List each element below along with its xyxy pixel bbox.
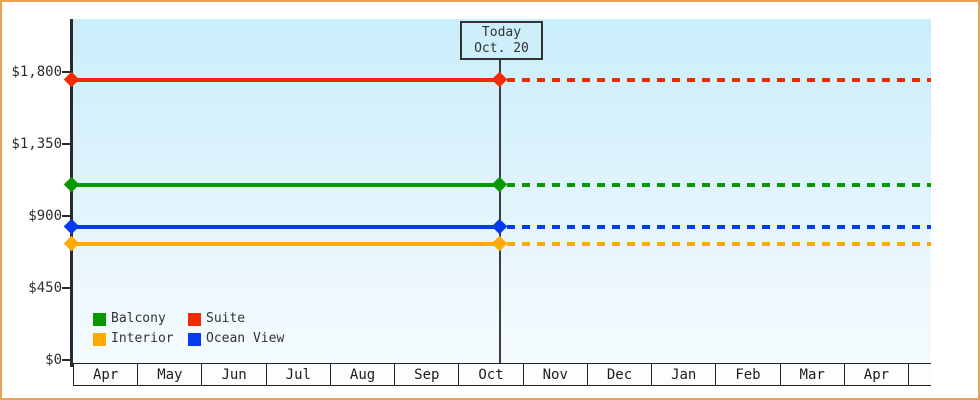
today-vertical-line xyxy=(499,60,501,363)
balcony-price-line-projected xyxy=(507,183,931,187)
suite-price-line-projected xyxy=(507,78,931,82)
y-axis-tick-mark xyxy=(62,287,72,289)
ocean-view-price-line-solid xyxy=(73,225,500,229)
y-axis-tick-mark xyxy=(62,71,72,73)
month-band-filler xyxy=(908,364,931,385)
interior-price-line-projected xyxy=(507,242,931,246)
y-axis-tick-label: $450 xyxy=(28,280,62,296)
legend-label-suite: Suite xyxy=(206,311,246,326)
legend-label-balcony: Balcony xyxy=(111,311,166,326)
today-label: Today xyxy=(481,24,522,40)
legend-item-interior: Interior xyxy=(93,332,174,346)
month-cell: Apr xyxy=(843,364,908,385)
balcony-swatch-icon xyxy=(93,312,106,326)
legend-label-interior: Interior xyxy=(111,331,174,346)
interior-swatch-icon xyxy=(93,332,106,346)
month-cell: Aug xyxy=(329,364,394,385)
month-cell: Dec xyxy=(586,364,651,385)
x-axis-month-band: Apr May Jun Jul Aug Sep Oct Nov Dec Jan … xyxy=(73,363,931,386)
today-date-label: Oct. 20 xyxy=(474,40,529,56)
month-cell: Oct xyxy=(458,364,522,385)
month-cell: Apr xyxy=(73,364,137,385)
y-axis-tick-label: $900 xyxy=(28,208,62,224)
legend-item-ocean-view: Ocean View xyxy=(188,332,284,346)
y-axis-tick-label: $1,350 xyxy=(11,136,62,152)
legend-item-suite: Suite xyxy=(188,312,245,326)
today-label-box: Today Oct. 20 xyxy=(460,21,543,60)
month-cell: Nov xyxy=(522,364,587,385)
month-cell: Jul xyxy=(265,364,330,385)
y-axis-tick-label: $0 xyxy=(45,352,62,368)
ocean-view-swatch-icon xyxy=(188,332,201,346)
interior-price-line-solid xyxy=(73,242,500,246)
month-cell: Sep xyxy=(394,364,458,385)
suite-swatch-icon xyxy=(188,312,201,326)
suite-price-line-solid xyxy=(73,78,500,82)
month-cell: Jun xyxy=(201,364,265,385)
y-axis-tick-label: $1,800 xyxy=(11,64,62,80)
legend-label-ocean-view: Ocean View xyxy=(206,331,285,346)
legend-item-balcony: Balcony xyxy=(93,312,166,326)
y-axis-tick-mark xyxy=(62,359,72,361)
y-axis-tick-mark xyxy=(62,143,72,145)
month-cell: Jan xyxy=(651,364,715,385)
ocean-view-price-line-projected xyxy=(507,225,931,229)
month-cell: Mar xyxy=(779,364,844,385)
month-cell: Feb xyxy=(715,364,779,385)
y-axis-line xyxy=(70,19,73,367)
y-axis-tick-mark xyxy=(62,215,72,217)
balcony-price-line-solid xyxy=(73,183,500,187)
month-cell: May xyxy=(137,364,201,385)
